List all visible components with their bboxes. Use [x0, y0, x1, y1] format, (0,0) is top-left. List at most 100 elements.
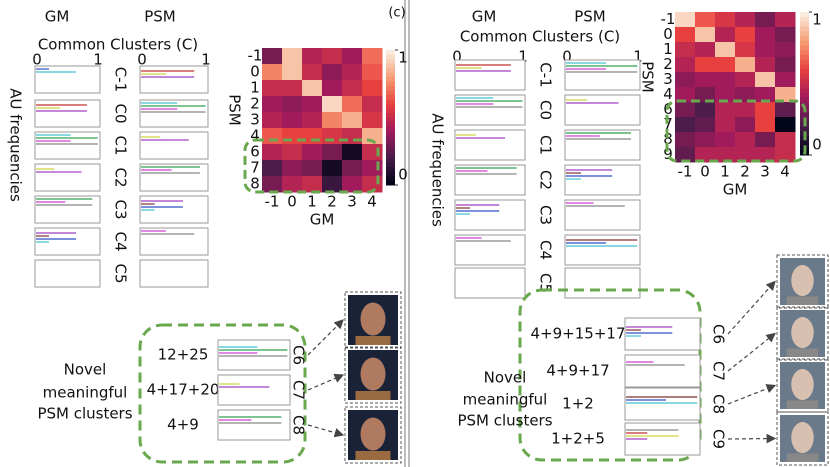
face	[791, 265, 814, 297]
heatmap-cell	[342, 176, 363, 193]
axis-max: 1	[93, 51, 103, 69]
heatmap-cell	[342, 80, 363, 97]
colorbar-step	[386, 144, 395, 150]
colorbar-step	[386, 122, 395, 127]
au-box	[34, 259, 101, 288]
colorbar-step	[800, 112, 809, 118]
heatmap-cell	[755, 102, 776, 118]
heatmap-cell	[735, 132, 756, 148]
heatmap-cell	[715, 27, 736, 43]
heatmap-cell	[302, 144, 323, 161]
heatmap-cell	[362, 48, 383, 65]
heatmap-cell	[735, 12, 756, 28]
heatmap-cell	[302, 176, 323, 193]
heatmap-cell	[775, 72, 796, 88]
au-box	[454, 234, 526, 266]
colorbar-step	[386, 131, 395, 136]
heatmap-cell	[775, 87, 796, 103]
au-box	[624, 387, 701, 421]
au-box	[34, 99, 101, 128]
colorbar-tick-label: 0	[398, 166, 408, 184]
col-label: 0	[287, 193, 297, 211]
cluster-label: C4	[112, 231, 130, 251]
novel-label: meaningful	[463, 391, 548, 409]
heatmap-cell	[775, 147, 796, 163]
colorbar-step	[800, 140, 809, 146]
cluster-label: C3	[537, 205, 555, 225]
cluster-label: C7	[710, 361, 728, 381]
row-label: 9	[663, 145, 673, 163]
au-box	[34, 65, 101, 94]
au-box	[217, 374, 291, 406]
shirt	[786, 348, 819, 357]
heatmap-cell	[282, 64, 303, 81]
colorbar-step	[386, 167, 395, 172]
face-frame	[344, 346, 402, 404]
colorbar-step	[386, 77, 395, 82]
novel-frame	[138, 323, 307, 464]
face	[791, 422, 814, 454]
heatmap-cell	[302, 160, 323, 177]
heatmap-cell	[262, 112, 283, 129]
heatmap-cell	[775, 102, 796, 118]
colorbar-step	[386, 50, 395, 55]
shirt	[355, 391, 391, 400]
colorbar-step	[800, 88, 809, 94]
au-box	[34, 163, 101, 192]
heatmap-cell	[262, 64, 283, 81]
arrow	[727, 280, 776, 335]
heatmap-cell	[282, 80, 303, 97]
colorbar-step	[800, 16, 809, 23]
heatmap-cell	[755, 57, 776, 73]
heatmap-cell	[695, 57, 716, 73]
cluster-label: C2	[112, 167, 130, 187]
face	[360, 302, 386, 336]
cluster-label: C1	[112, 135, 130, 155]
col-label: -1	[678, 163, 693, 181]
heatmap-cell	[715, 132, 736, 148]
heatmap-cell	[322, 96, 343, 113]
au-combination: 4+9	[167, 416, 199, 434]
colorbar-step	[386, 140, 395, 145]
heatmap-cell	[282, 160, 303, 177]
col-label: 2	[327, 193, 337, 211]
heatmap-cell	[302, 128, 323, 145]
cluster-label: C2	[537, 170, 555, 190]
axis-max: 1	[633, 48, 643, 66]
common-title: Common Clusters (C)	[460, 28, 620, 46]
heatmap-cell	[675, 132, 696, 148]
heatmap-cell	[675, 12, 696, 28]
colorbar-step	[800, 73, 809, 80]
heatmap-cell	[322, 112, 343, 129]
heatmap-cell	[262, 144, 283, 161]
colorbar-step	[386, 63, 395, 69]
face	[791, 317, 814, 349]
heatmap-cell	[342, 48, 363, 65]
arrow	[727, 332, 776, 372]
heatmap-cell	[302, 112, 323, 129]
heatmap-cell	[262, 128, 283, 145]
heatmap-cell	[775, 27, 796, 43]
psm-title: PSM	[144, 8, 176, 26]
shirt	[786, 296, 819, 305]
heatmap-cell	[775, 132, 796, 148]
col-label: 4	[367, 193, 377, 211]
colorbar-step	[386, 153, 395, 159]
cluster-label: C8	[290, 415, 308, 435]
col-label: 2	[740, 163, 750, 181]
gm-title: GM	[472, 8, 497, 26]
col-label: 1	[720, 163, 730, 181]
heatmap-cell	[342, 64, 363, 81]
heatmap-cell	[262, 48, 283, 65]
row-label: 2	[250, 95, 260, 113]
au-box	[624, 354, 701, 388]
axis-min: 0	[562, 48, 572, 66]
au-box	[139, 227, 209, 256]
colorbar-step	[800, 93, 809, 99]
cluster-label: C0	[112, 103, 130, 123]
heatmap-cell	[715, 12, 736, 28]
highlight	[665, 99, 807, 163]
colorbar-step	[386, 54, 395, 60]
heatmap-cell	[262, 80, 283, 97]
au-box	[454, 267, 526, 299]
